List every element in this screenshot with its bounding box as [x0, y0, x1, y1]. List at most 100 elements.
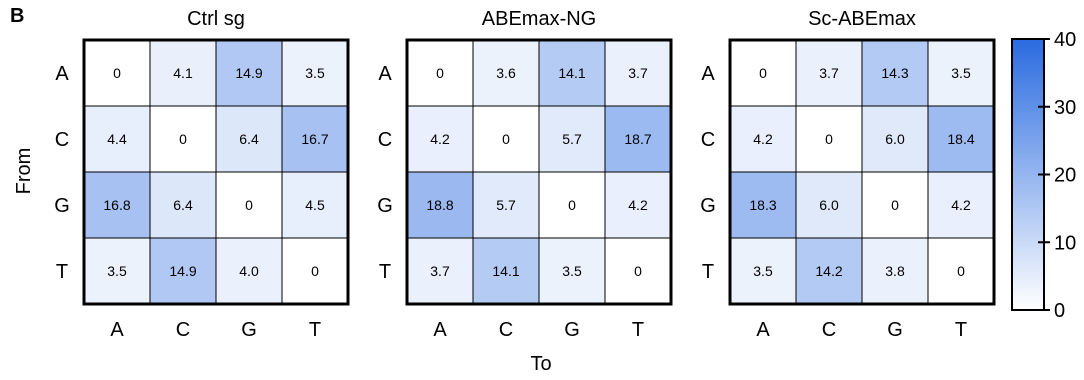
colorbar-tick-label: 40	[1054, 29, 1076, 51]
row-label: C	[378, 129, 392, 151]
heatmap-cell	[149, 171, 217, 239]
heatmap-cell	[729, 105, 797, 173]
heatmap-cell	[281, 39, 349, 107]
heatmap-panel: ABEmax-NG 0 3.6 14.1 3.7 4.2 0 5.7 18.7 18.8 5.7 0 4…	[377, 8, 673, 341]
cell-value-label: 3.5	[305, 65, 325, 81]
heatmap-cell	[406, 105, 474, 173]
col-label: T	[309, 319, 321, 341]
cell-value-label: 0	[568, 197, 576, 213]
heatmap-cell	[149, 105, 217, 173]
heatmap-cell	[927, 237, 995, 305]
col-label: C	[499, 319, 513, 341]
cell-value-label: 5.7	[562, 131, 582, 147]
row-label: G	[700, 195, 716, 217]
cell-value-label: 14.3	[881, 65, 908, 81]
cell-value-label: 3.7	[819, 65, 839, 81]
cell-value-label: 6.0	[885, 131, 905, 147]
x-axis-title: To	[530, 353, 551, 375]
cell-value-label: 4.0	[239, 263, 259, 279]
col-label: A	[433, 319, 447, 341]
colorbar-tick-label: 10	[1054, 232, 1076, 254]
cell-value-label: 4.5	[305, 197, 325, 213]
row-label: A	[701, 63, 715, 85]
heatmap-cell	[149, 237, 217, 305]
cell-value-label: 4.4	[107, 131, 127, 147]
cell-value-label: 3.5	[753, 263, 773, 279]
cell-value-label: 3.8	[885, 263, 905, 279]
heatmap-cell	[538, 237, 606, 305]
heatmap-cell	[927, 105, 995, 173]
cell-value-label: 3.6	[496, 65, 516, 81]
col-label: A	[110, 319, 124, 341]
y-axis-title: From	[13, 148, 35, 195]
heatmap-cell	[927, 171, 995, 239]
cell-value-label: 14.9	[169, 263, 196, 279]
cell-value-label: 0	[759, 65, 767, 81]
heatmap-cell	[281, 105, 349, 173]
row-label: C	[701, 129, 715, 151]
panel-title: ABEmax-NG	[482, 8, 596, 30]
panel-title: Ctrl sg	[187, 8, 245, 30]
heatmap-cell	[472, 171, 540, 239]
heatmap-cell	[83, 39, 151, 107]
panel-frame	[728, 38, 996, 306]
colorbar-tick-label: 20	[1054, 165, 1076, 187]
heatmap-cell	[149, 39, 217, 107]
row-label: G	[377, 195, 393, 217]
cell-value-label: 14.9	[235, 65, 262, 81]
cell-value-label: 16.8	[103, 197, 130, 213]
cell-value-label: 6.4	[239, 131, 259, 147]
cell-value-label: 0	[891, 197, 899, 213]
cell-value-label: 3.7	[430, 263, 450, 279]
heatmap-cell	[795, 171, 863, 239]
panel-title: Sc-ABEmax	[808, 8, 916, 30]
cell-value-label: 3.5	[951, 65, 971, 81]
heatmap-cell	[861, 171, 929, 239]
heatmap-cell	[795, 237, 863, 305]
row-label: A	[378, 63, 392, 85]
colorbar-tick-label: 30	[1054, 97, 1076, 119]
col-label: T	[955, 319, 967, 341]
cell-value-label: 5.7	[496, 197, 516, 213]
heatmap-cell	[604, 237, 672, 305]
cell-value-label: 3.7	[628, 65, 648, 81]
cell-value-label: 18.4	[947, 131, 974, 147]
col-label: C	[176, 319, 190, 341]
cell-value-label: 14.1	[558, 65, 585, 81]
heatmap-cell	[281, 237, 349, 305]
heatmap-cell	[795, 105, 863, 173]
heatmap-cell	[861, 39, 929, 107]
heatmap-cell	[861, 237, 929, 305]
col-label: T	[632, 319, 644, 341]
cell-value-label: 0	[957, 263, 965, 279]
row-label: C	[55, 129, 69, 151]
colorbar-tick-label: 0	[1054, 300, 1065, 322]
cell-value-label: 14.2	[815, 263, 842, 279]
col-label: G	[887, 319, 903, 341]
heatmap-cell	[472, 237, 540, 305]
heatmap-cell	[538, 171, 606, 239]
heatmap-panel: Sc-ABEmax 0 3.7 14.3 3.5 4.2 0 6.0 18.4 18.3 6.0 0 4…	[700, 8, 996, 341]
heatmap-cell	[538, 105, 606, 173]
panel-frame	[82, 38, 350, 306]
heatmap-cell	[281, 171, 349, 239]
cell-value-label: 6.0	[819, 197, 839, 213]
heatmap-panels: Ctrl sg 0 4.1 14.9 3.5 4.4 0 6.4 16.7 16.8 6.4 0 4.5…	[54, 8, 996, 341]
cell-value-label: 4.2	[628, 197, 648, 213]
heatmap-cell	[472, 105, 540, 173]
heatmap-panel: Ctrl sg 0 4.1 14.9 3.5 4.4 0 6.4 16.7 16.8 6.4 0 4.5…	[54, 8, 350, 341]
panel-label: B	[10, 5, 24, 27]
cell-value-label: 0	[113, 65, 121, 81]
col-label: C	[822, 319, 836, 341]
cell-value-label: 4.2	[951, 197, 971, 213]
cell-value-label: 0	[436, 65, 444, 81]
row-label: T	[56, 261, 68, 283]
heatmap-cell	[472, 39, 540, 107]
cell-value-label: 0	[502, 131, 510, 147]
cell-value-label: 18.8	[426, 197, 453, 213]
row-label: T	[379, 261, 391, 283]
cell-value-label: 0	[179, 131, 187, 147]
cell-value-label: 14.1	[492, 263, 519, 279]
cell-value-label: 18.7	[624, 131, 651, 147]
